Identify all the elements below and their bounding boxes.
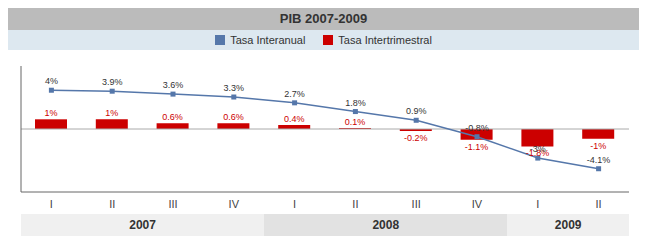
svg-text:I: I [293, 198, 296, 210]
svg-text:3.3%: 3.3% [224, 83, 245, 93]
svg-text:II: II [596, 198, 602, 210]
svg-text:-1%: -1% [590, 141, 606, 151]
svg-text:II: II [109, 198, 115, 210]
html-text:2008: 2008 [372, 218, 400, 232]
html-text:Tasa Intertrimestral: Tasa Intertrimestral [338, 34, 432, 46]
svg-text:3.9%: 3.9% [102, 77, 123, 87]
html-text:PIB 2007-2009: PIB 2007-2009 [279, 11, 368, 26]
svg-text:-0.2%: -0.2% [404, 133, 428, 143]
html-text:Tasa Interanual: Tasa Interanual [230, 34, 306, 46]
svg-text:1.8%: 1.8% [345, 98, 366, 108]
svg-text:0.1%: 0.1% [345, 117, 366, 127]
svg-text:I: I [50, 198, 53, 210]
svg-text:II: II [352, 198, 358, 210]
svg-text:0.4%: 0.4% [284, 114, 305, 124]
svg-text:-3%: -3% [530, 144, 546, 154]
html-text:2009: 2009 [554, 218, 582, 232]
svg-text:0.6%: 0.6% [162, 112, 183, 122]
svg-text:-1.1%: -1.1% [465, 142, 489, 152]
svg-text:III: III [168, 198, 177, 210]
svg-text:1%: 1% [44, 108, 57, 118]
svg-text:3.6%: 3.6% [163, 80, 184, 90]
svg-text:0.9%: 0.9% [406, 106, 427, 116]
svg-text:-0.8%: -0.8% [465, 123, 489, 133]
html-text:2007: 2007 [129, 218, 156, 232]
svg-text:2.7%: 2.7% [284, 89, 305, 99]
svg-text:1%: 1% [105, 108, 118, 118]
svg-text:0.6%: 0.6% [223, 112, 244, 122]
svg-text:I: I [536, 198, 539, 210]
svg-text:IV: IV [229, 198, 240, 210]
svg-text:4%: 4% [45, 76, 58, 86]
svg-text:-4.1%: -4.1% [587, 155, 611, 165]
svg-text:IV: IV [472, 198, 483, 210]
svg-text:III: III [412, 198, 421, 210]
